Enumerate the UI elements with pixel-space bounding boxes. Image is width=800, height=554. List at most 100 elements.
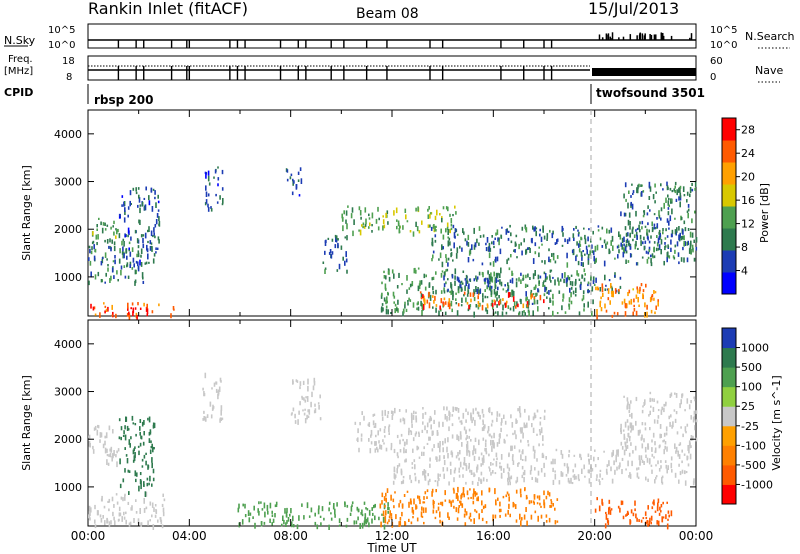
- data-cell: [629, 472, 631, 476]
- data-cell: [123, 265, 126, 268]
- data-cell: [360, 433, 363, 437]
- data-cell: [534, 510, 537, 514]
- data-cell: [305, 396, 307, 399]
- data-cell: [459, 450, 461, 455]
- data-cell: [102, 222, 105, 226]
- data-cell: [548, 492, 551, 497]
- data-cell: [507, 471, 510, 475]
- data-cell: [687, 463, 690, 467]
- data-cell: [118, 233, 121, 239]
- data-cell: [619, 462, 621, 468]
- data-cell: [546, 233, 549, 239]
- data-cell: [449, 414, 451, 417]
- data-cell: [351, 504, 353, 507]
- data-cell: [445, 206, 448, 210]
- data-cell: [435, 307, 437, 313]
- data-cell: [539, 502, 541, 506]
- data-cell: [694, 399, 696, 402]
- data-cell: [460, 494, 462, 500]
- data-cell: [222, 198, 224, 204]
- data-cell: [510, 414, 512, 419]
- data-cell: [527, 273, 529, 278]
- data-cell: [620, 211, 622, 217]
- data-cell: [505, 290, 508, 293]
- data-cell: [506, 434, 508, 437]
- data-cell: [403, 441, 406, 447]
- velocity-ylabel: Slant Range [km]: [20, 375, 33, 471]
- data-cell: [351, 501, 354, 505]
- data-cell: [101, 257, 104, 260]
- data-cell: [364, 207, 367, 213]
- data-cell: [638, 183, 640, 188]
- data-cell: [657, 460, 659, 465]
- data-cell: [558, 290, 561, 294]
- data-cell: [511, 445, 513, 451]
- data-cell: [154, 196, 156, 200]
- data-cell: [149, 501, 152, 506]
- data-cell: [221, 187, 224, 191]
- data-cell: [328, 501, 331, 505]
- data-cell: [631, 460, 633, 467]
- data-cell: [546, 276, 548, 280]
- data-cell: [125, 511, 127, 515]
- data-cell: [218, 386, 221, 392]
- data-cell: [519, 488, 522, 494]
- data-cell: [313, 377, 316, 383]
- data-cell: [427, 473, 429, 477]
- data-cell: [96, 224, 98, 228]
- data-cell: [289, 513, 291, 517]
- data-cell: [536, 458, 538, 462]
- data-cell: [595, 257, 597, 263]
- data-cell: [478, 226, 481, 231]
- data-cell: [385, 447, 388, 452]
- nsky-tick-top: 10^5: [48, 25, 75, 36]
- data-cell: [131, 505, 133, 511]
- data-cell: [502, 495, 505, 499]
- data-cell: [450, 227, 453, 231]
- data-cell: [105, 432, 108, 439]
- data-cell: [649, 297, 652, 303]
- data-cell: [139, 259, 141, 266]
- x-tick-label: 16:00: [476, 529, 511, 543]
- data-cell: [550, 269, 553, 272]
- data-cell: [143, 481, 145, 487]
- data-cell: [170, 313, 172, 319]
- data-cell: [426, 442, 429, 445]
- data-cell: [543, 293, 546, 297]
- data-cell: [461, 288, 463, 291]
- data-cell: [576, 270, 578, 276]
- data-cell: [510, 445, 512, 452]
- data-cell: [489, 280, 491, 285]
- data-cell: [346, 269, 348, 274]
- y-tick-label: 1000: [54, 481, 82, 494]
- data-cell: [613, 460, 615, 466]
- data-cell: [552, 255, 555, 261]
- data-cell: [693, 239, 695, 243]
- data-cell: [467, 290, 470, 294]
- data-cell: [674, 418, 677, 423]
- data-cell: [532, 427, 535, 433]
- data-cell: [136, 253, 138, 258]
- data-cell: [547, 490, 549, 496]
- data-cell: [653, 456, 655, 459]
- data-cell: [620, 429, 622, 435]
- data-cell: [650, 295, 653, 301]
- data-cell: [512, 501, 515, 508]
- data-cell: [322, 261, 325, 264]
- data-cell: [549, 276, 551, 281]
- data-cell: [402, 479, 405, 484]
- data-cell: [634, 508, 636, 512]
- data-cell: [454, 467, 457, 471]
- data-cell: [446, 268, 449, 272]
- data-cell: [507, 285, 510, 289]
- data-cell: [655, 305, 657, 310]
- data-cell: [663, 439, 665, 442]
- data-cell: [153, 507, 155, 512]
- data-cell: [500, 281, 503, 287]
- data-cell: [625, 234, 628, 237]
- data-cell: [661, 406, 663, 411]
- data-cell: [495, 499, 497, 505]
- data-cell: [492, 261, 495, 267]
- data-cell: [489, 247, 492, 252]
- data-cell: [453, 477, 455, 483]
